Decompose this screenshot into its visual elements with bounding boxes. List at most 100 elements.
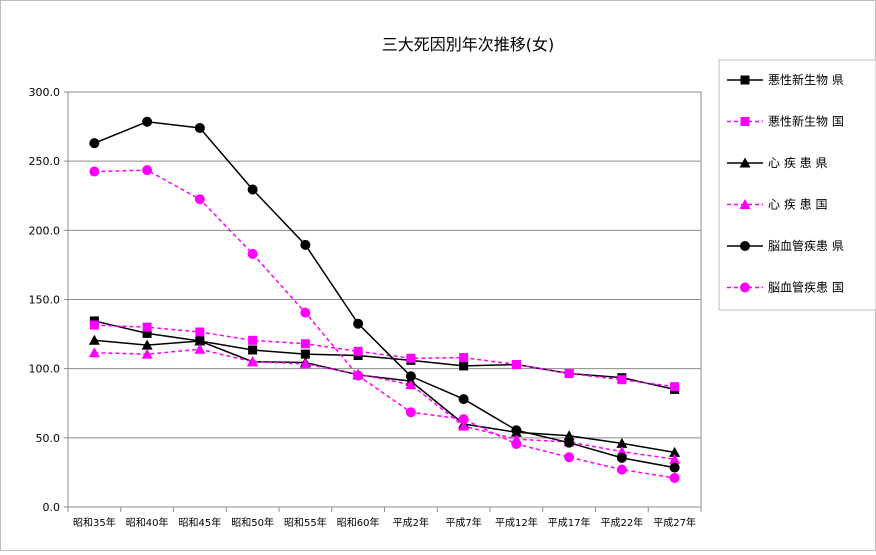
data-point	[300, 239, 311, 250]
data-point	[142, 165, 153, 176]
data-point	[739, 157, 751, 168]
x-tick-label: 平成27年	[653, 516, 696, 529]
data-point	[458, 420, 470, 431]
data-point	[353, 346, 363, 356]
legend-label: 脳血管疾患 国	[768, 280, 844, 295]
data-point	[459, 353, 469, 363]
data-point	[89, 138, 100, 149]
x-tick-label: 昭和35年	[73, 516, 116, 529]
data-point	[248, 345, 258, 355]
data-point	[142, 116, 153, 127]
x-tick-label: 平成22年	[601, 516, 644, 529]
legend-item: 心 疾 患 県	[727, 155, 827, 170]
data-point	[247, 184, 258, 195]
series-line	[94, 120, 675, 469]
y-tick-label: 200.0	[29, 224, 61, 237]
data-point	[616, 452, 627, 463]
y-axis: 0.0 50.0 100.0 150.0 200.0 250.0 300.0	[29, 86, 68, 514]
data-point	[142, 322, 152, 332]
legend-item: 脳血管疾患 県	[727, 238, 844, 253]
data-point	[300, 307, 311, 318]
data-point	[739, 199, 751, 209]
data-point	[194, 343, 206, 354]
chart-title: 三大死因別年次推移(女)	[382, 35, 555, 54]
series-脳血管疾患-国	[89, 165, 680, 483]
data-point	[88, 334, 100, 345]
data-point	[511, 425, 522, 436]
data-point	[142, 328, 152, 338]
legend-item: 悪性新生物 県	[727, 72, 844, 87]
series-group	[88, 116, 681, 483]
data-point	[405, 379, 417, 390]
data-point	[141, 339, 153, 350]
data-point	[740, 117, 750, 126]
data-point	[563, 430, 575, 441]
legend-box	[718, 59, 876, 311]
data-point	[300, 339, 310, 349]
data-point	[669, 446, 681, 457]
y-tick-label: 100.0	[29, 363, 61, 376]
legend-label: 脳血管疾患 県	[768, 238, 844, 253]
legend-label: 心 疾 患 県	[768, 155, 827, 170]
x-tick-label: 平成7年	[445, 516, 481, 529]
data-point	[406, 353, 416, 363]
data-point	[740, 241, 750, 251]
data-point	[299, 358, 311, 369]
data-point	[616, 446, 628, 457]
data-point	[195, 327, 205, 337]
data-point	[564, 437, 575, 448]
series-脳血管疾患-県	[89, 116, 680, 473]
data-point	[458, 394, 469, 405]
legend-label: 心 疾 患 国	[768, 197, 827, 212]
data-point	[88, 347, 100, 358]
legend-item: 脳血管疾患 国	[727, 280, 844, 295]
x-tick-label: 平成17年	[548, 516, 591, 529]
series-line	[94, 324, 675, 388]
data-point	[617, 375, 627, 385]
data-point	[669, 453, 681, 464]
y-tick-label: 150.0	[29, 294, 61, 307]
data-point	[247, 248, 258, 259]
x-tick-label: 昭和60年	[337, 516, 380, 529]
data-point	[405, 371, 416, 382]
data-point	[669, 472, 680, 483]
data-point	[740, 75, 750, 85]
y-tick-label: 50.0	[36, 432, 61, 445]
legend-label: 悪性新生物 県	[768, 72, 844, 87]
data-point	[300, 349, 310, 359]
x-tick-label: 昭和50年	[231, 516, 274, 529]
data-point	[564, 369, 574, 379]
data-point	[353, 318, 364, 329]
x-axis: 昭和35年 昭和40年 昭和45年 昭和50年 昭和55年 昭和60年 平成2年 平成7年 平成…	[67, 507, 702, 529]
data-point	[89, 320, 99, 330]
data-point	[194, 194, 205, 205]
data-point	[248, 335, 258, 345]
legend-label: 悪性新生物 国	[768, 114, 844, 129]
legend-item: 悪性新生物 国	[727, 114, 844, 129]
data-point	[616, 464, 627, 475]
data-point	[564, 452, 575, 463]
legend-item: 心 疾 患 国	[727, 197, 827, 212]
data-point	[194, 335, 206, 346]
y-tick-label: 250.0	[29, 155, 61, 168]
data-point	[89, 166, 100, 177]
data-point	[194, 122, 205, 133]
data-point	[669, 462, 680, 473]
data-point	[670, 382, 680, 392]
data-point	[740, 282, 750, 293]
x-tick-label: 昭和40年	[126, 516, 169, 529]
data-point	[247, 356, 259, 367]
data-point	[459, 361, 469, 371]
series-line	[94, 169, 675, 479]
x-tick-label: 平成12年	[495, 516, 538, 529]
y-tick-label: 0.0	[43, 501, 61, 514]
x-tick-label: 昭和45年	[179, 516, 222, 529]
data-point	[511, 360, 521, 370]
data-point	[405, 407, 416, 418]
x-tick-label: 昭和55年	[284, 516, 327, 529]
series-line	[94, 339, 675, 454]
gridlines	[68, 160, 701, 439]
data-point	[353, 370, 364, 381]
series-悪性新生物-国	[89, 320, 680, 392]
